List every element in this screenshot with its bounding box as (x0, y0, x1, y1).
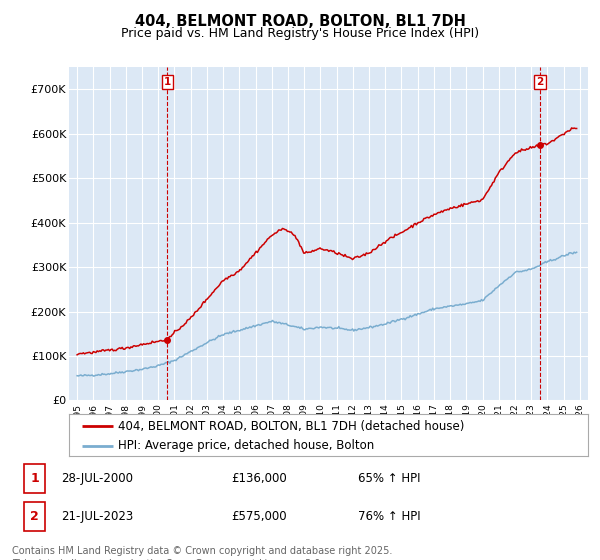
Text: 404, BELMONT ROAD, BOLTON, BL1 7DH (detached house): 404, BELMONT ROAD, BOLTON, BL1 7DH (deta… (118, 419, 464, 433)
Text: Price paid vs. HM Land Registry's House Price Index (HPI): Price paid vs. HM Land Registry's House … (121, 27, 479, 40)
Text: 404, BELMONT ROAD, BOLTON, BL1 7DH: 404, BELMONT ROAD, BOLTON, BL1 7DH (134, 14, 466, 29)
Text: 21-JUL-2023: 21-JUL-2023 (61, 510, 133, 523)
Text: 2: 2 (30, 510, 39, 523)
Text: £136,000: £136,000 (231, 472, 287, 485)
Text: 65% ↑ HPI: 65% ↑ HPI (358, 472, 420, 485)
Text: 2: 2 (536, 77, 544, 87)
Text: 76% ↑ HPI: 76% ↑ HPI (358, 510, 420, 523)
Text: Contains HM Land Registry data © Crown copyright and database right 2025.
This d: Contains HM Land Registry data © Crown c… (12, 546, 392, 560)
Text: 1: 1 (164, 77, 171, 87)
Text: 28-JUL-2000: 28-JUL-2000 (61, 472, 133, 485)
Bar (23, 464, 46, 493)
Text: HPI: Average price, detached house, Bolton: HPI: Average price, detached house, Bolt… (118, 440, 374, 452)
Text: 1: 1 (30, 472, 39, 485)
Bar (23, 502, 46, 531)
Text: £575,000: £575,000 (231, 510, 287, 523)
